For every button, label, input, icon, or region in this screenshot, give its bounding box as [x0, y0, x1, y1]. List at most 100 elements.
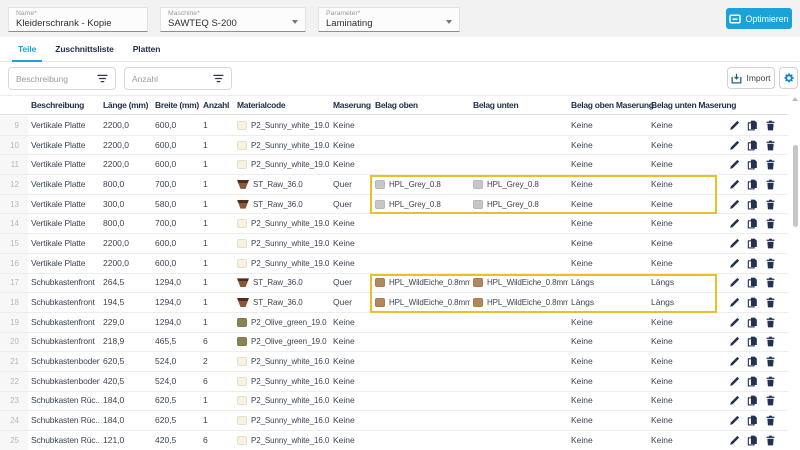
header-beschreibung: Beschreibung — [28, 100, 100, 110]
material-swatch — [237, 298, 249, 307]
trash-icon[interactable] — [765, 435, 776, 446]
optimize-button-label: Optimieren — [745, 14, 788, 24]
covering-top-swatch — [375, 200, 385, 209]
copy-icon[interactable] — [747, 435, 758, 446]
cell-covering-top: HPL_WildEiche_0.8mm — [372, 293, 470, 312]
cell-width: 1294,0 — [152, 313, 200, 332]
parameter-select[interactable]: Parameter* Laminating — [318, 7, 460, 32]
copy-icon[interactable] — [747, 199, 758, 210]
trash-icon[interactable] — [765, 376, 776, 387]
header-belag-unten-maserung: Belag unten Maserung — [648, 100, 718, 110]
pencil-icon[interactable] — [729, 356, 740, 367]
description-filter-input[interactable]: Beschreibung — [8, 67, 116, 90]
copy-icon[interactable] — [747, 395, 758, 406]
trash-icon[interactable] — [765, 277, 776, 288]
pencil-icon[interactable] — [729, 277, 740, 288]
filter-lines-icon[interactable] — [97, 74, 108, 83]
trash-icon[interactable] — [765, 199, 776, 210]
copy-icon[interactable] — [747, 317, 758, 328]
pencil-icon[interactable] — [729, 258, 740, 269]
material-label: P2_Sunny_white_19.0 — [251, 155, 329, 174]
cell-materialcode: P2_Sunny_white_19.0 — [234, 136, 330, 155]
copy-icon[interactable] — [747, 277, 758, 288]
trash-icon[interactable] — [765, 159, 776, 170]
copy-icon[interactable] — [747, 336, 758, 347]
pencil-icon[interactable] — [729, 376, 740, 387]
name-field[interactable]: Name* Kleiderschrank - Kopie — [8, 7, 148, 32]
pencil-icon[interactable] — [729, 199, 740, 210]
pencil-icon[interactable] — [729, 415, 740, 426]
tab-teile[interactable]: Teile — [18, 37, 36, 62]
cell-grain: Quer — [330, 273, 372, 292]
cell-materialcode: P2_Sunny_white_19.0 — [234, 155, 330, 174]
pencil-icon[interactable] — [729, 120, 740, 131]
cell-materialcode: P2_Sunny_white_16.0 — [234, 431, 330, 450]
copy-icon[interactable] — [747, 356, 758, 367]
copy-icon[interactable] — [747, 376, 758, 387]
cell-covering-bottom-grain: Keine — [648, 234, 718, 253]
scrollbar-thumb[interactable] — [793, 145, 798, 227]
trash-icon[interactable] — [765, 120, 776, 131]
copy-icon[interactable] — [747, 120, 758, 131]
quantity-filter-input[interactable]: Anzahl — [124, 67, 232, 90]
machine-select[interactable]: Maschine* SAWTEQ S-200 — [160, 7, 306, 32]
pencil-icon[interactable] — [729, 218, 740, 229]
header-anzahl: Anzahl — [200, 100, 234, 110]
settings-button[interactable] — [779, 67, 798, 89]
pencil-icon[interactable] — [729, 336, 740, 347]
pencil-icon[interactable] — [729, 317, 740, 328]
copy-icon[interactable] — [747, 218, 758, 229]
scroll-up-icon[interactable] — [792, 97, 798, 101]
material-swatch — [237, 278, 249, 287]
copy-icon[interactable] — [747, 140, 758, 151]
trash-icon[interactable] — [765, 218, 776, 229]
cell-width: 600,0 — [152, 234, 200, 253]
copy-icon[interactable] — [747, 159, 758, 170]
copy-icon[interactable] — [747, 415, 758, 426]
trash-icon[interactable] — [765, 415, 776, 426]
cell-quantity: 1 — [200, 254, 234, 273]
pencil-icon[interactable] — [729, 435, 740, 446]
tab-platten[interactable]: Platten — [133, 37, 161, 62]
row-number: 22 — [0, 372, 28, 391]
covering-top-label: HPL_Grey_0.8 — [389, 195, 441, 214]
optimize-button[interactable]: Optimieren — [726, 8, 792, 29]
pencil-icon[interactable] — [729, 159, 740, 170]
trash-icon[interactable] — [765, 297, 776, 308]
trash-icon[interactable] — [765, 258, 776, 269]
import-button[interactable]: Import — [727, 67, 775, 89]
copy-icon[interactable] — [747, 297, 758, 308]
cell-covering-bottom-grain: Keine — [648, 136, 718, 155]
filter-lines-icon[interactable] — [213, 74, 224, 83]
trash-icon[interactable] — [765, 238, 776, 249]
tab-zuschnittsliste[interactable]: Zuschnittsliste — [55, 37, 113, 62]
pencil-icon[interactable] — [729, 395, 740, 406]
header-belag-unten: Belag unten — [470, 100, 568, 110]
pencil-icon[interactable] — [729, 238, 740, 249]
scrollbar[interactable] — [792, 97, 799, 450]
pencil-icon[interactable] — [729, 140, 740, 151]
trash-icon[interactable] — [765, 356, 776, 367]
material-label: P2_Sunny_white_16.0 — [251, 411, 329, 430]
copy-icon[interactable] — [747, 238, 758, 249]
copy-icon[interactable] — [747, 179, 758, 190]
cell-materialcode: P2_Sunny_white_19.0 — [234, 254, 330, 273]
trash-icon[interactable] — [765, 336, 776, 347]
pencil-icon[interactable] — [729, 179, 740, 190]
table-row: 22 Schubkastenboden 420,5 524,0 6 P2_Sun… — [0, 372, 788, 392]
header-belag-oben-maserung: Belag oben Maserung — [568, 100, 648, 110]
table-row: 21 Schubkastenboden 620,5 524,0 2 P2_Sun… — [0, 352, 788, 372]
trash-icon[interactable] — [765, 179, 776, 190]
trash-icon[interactable] — [765, 317, 776, 328]
cell-covering-top-grain: Keine — [568, 391, 648, 410]
copy-icon[interactable] — [747, 258, 758, 269]
cell-covering-bottom-grain: Keine — [648, 116, 718, 135]
cell-length: 2200,0 — [100, 234, 152, 253]
material-swatch — [237, 219, 247, 228]
pencil-icon[interactable] — [729, 297, 740, 308]
trash-icon[interactable] — [765, 395, 776, 406]
cell-width: 600,0 — [152, 116, 200, 135]
trash-icon[interactable] — [765, 140, 776, 151]
cell-covering-bottom: HPL_Grey_0.8 — [470, 195, 568, 214]
cell-covering-top-grain: Keine — [568, 116, 648, 135]
